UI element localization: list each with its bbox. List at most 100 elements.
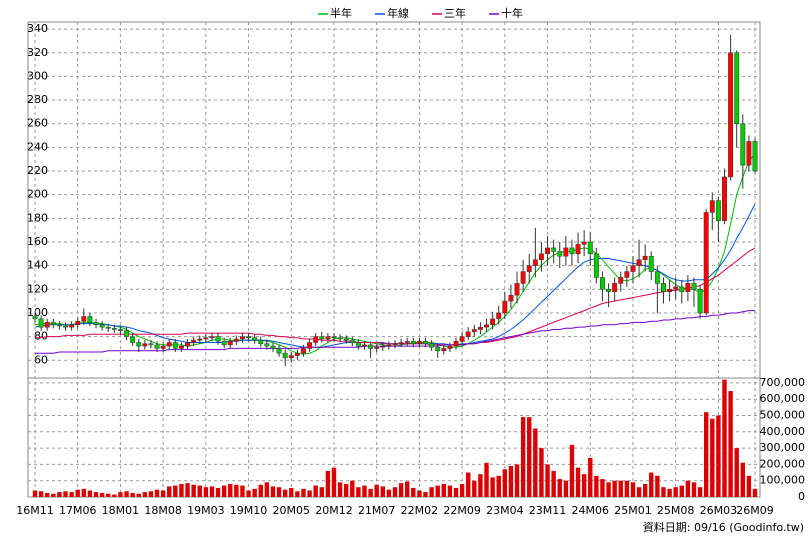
candle-body [587,241,593,255]
y-tick-label: 200 [27,188,48,201]
candle [368,341,374,358]
candle-body [136,342,142,347]
volume-bar [490,477,495,497]
x-tick-label: 19M03 [187,504,225,517]
candle-body [673,286,679,290]
candle [276,344,282,357]
candle [355,338,361,350]
candle-body [288,355,294,359]
volume-bar [38,491,44,497]
candle-body [545,247,550,255]
candle [380,342,386,351]
volume-bar [197,485,202,497]
candle [270,342,276,352]
candle [722,168,727,225]
candle-body [538,253,544,260]
candle [349,336,355,347]
candle-body [740,123,746,166]
candle-body [349,339,355,343]
candle-body [435,346,441,352]
candle-body [526,265,532,272]
candle [447,342,453,352]
candle [593,247,599,284]
x-tick-label: 18M01 [102,504,140,517]
candle-body [667,289,673,292]
volume-bar [118,492,123,497]
candle-body [630,265,636,272]
candle-body [581,241,587,245]
candle-body [520,271,526,284]
volume-bar [697,487,703,497]
candle [282,349,288,367]
candle [514,271,520,304]
candle-body [343,338,349,341]
volume-bar [740,462,745,497]
candle-body [63,325,68,328]
legend-label: 年線 [387,6,409,20]
candle [154,341,160,352]
candle [93,318,99,329]
candle-body [398,342,404,344]
candle [734,50,740,148]
volume-bar [325,470,331,497]
candle [148,340,154,349]
candle-body [679,286,685,292]
candle-body [648,255,654,272]
candle [416,337,422,348]
candle [203,334,209,343]
volume-bar [563,480,569,497]
x-tick-label: 18M08 [144,504,182,517]
candle [569,239,575,266]
volume-bar [423,492,428,497]
volume-bar [508,466,514,497]
candle-body [355,342,361,347]
volume-bar [502,469,508,497]
volume-bar [453,488,459,497]
candle-body [593,253,599,278]
x-tick-label: 23M04 [486,504,524,517]
candle [313,333,319,347]
candle-body [569,247,575,255]
candle-body [654,271,660,284]
candle [728,35,734,181]
candle-body [575,244,581,255]
volume-bar [221,485,227,497]
candle-body [636,259,642,266]
volume-bar [447,485,453,497]
candle [581,230,587,257]
volume-bar [630,482,636,497]
candle [709,192,715,231]
candle-body [154,344,160,349]
candle [471,324,477,337]
candle-body [691,283,697,290]
candle [130,333,136,347]
volume-bar [209,486,215,497]
volume-bar [63,491,68,497]
volume-bar [520,417,526,497]
volume-bar [588,457,593,497]
volume-bar [466,472,471,497]
volume-bar [282,489,288,497]
candle [160,342,166,352]
candle [459,331,465,345]
volume-bar [246,490,251,497]
candle [453,337,459,350]
volume-bar [240,485,245,497]
volume-bar [691,482,697,497]
candle-body [416,341,422,344]
candle-body [612,283,618,292]
y2-tick-label: 500,000 [760,408,806,421]
volume-bar [130,492,135,497]
candle-body [508,294,514,302]
candle [410,337,416,348]
candle [538,241,544,272]
candle [465,327,471,341]
volume-bar [649,472,654,497]
candle-body [368,344,374,349]
candle-body [331,336,337,339]
candle-body [685,283,691,292]
volume-bar [350,480,355,497]
x-tick-label: 23M11 [529,504,567,517]
candle-body [642,255,648,260]
candle-body [197,338,203,341]
